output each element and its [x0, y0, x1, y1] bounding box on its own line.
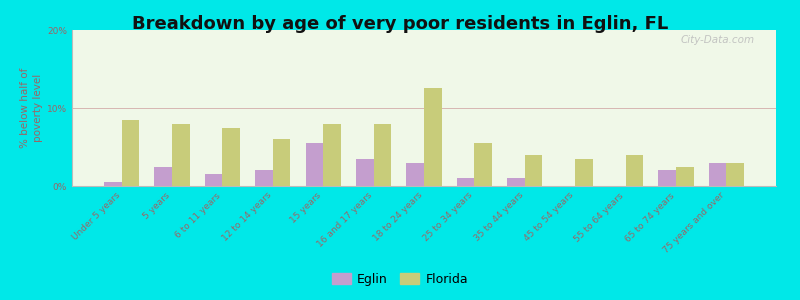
Y-axis label: % below half of
poverty level: % below half of poverty level — [20, 68, 43, 148]
Bar — [676, 167, 694, 186]
Bar — [709, 163, 726, 186]
Bar — [172, 124, 190, 186]
Bar — [457, 178, 474, 186]
Bar — [575, 159, 593, 186]
Bar — [154, 167, 172, 186]
Bar — [122, 120, 139, 186]
Bar — [374, 124, 391, 186]
Legend: Eglin, Florida: Eglin, Florida — [327, 268, 473, 291]
Bar — [273, 139, 290, 186]
Bar — [626, 155, 643, 186]
Bar — [205, 174, 222, 186]
Bar — [406, 163, 424, 186]
Bar — [525, 155, 542, 186]
Bar — [104, 182, 122, 186]
Bar — [306, 143, 323, 186]
Bar — [507, 178, 525, 186]
Bar — [323, 124, 341, 186]
Bar — [474, 143, 492, 186]
Bar — [222, 128, 240, 186]
Bar — [658, 170, 676, 186]
Bar — [424, 88, 442, 186]
Bar — [255, 170, 273, 186]
Bar — [356, 159, 374, 186]
Text: City-Data.com: City-Data.com — [681, 35, 755, 45]
Bar — [726, 163, 744, 186]
Text: Breakdown by age of very poor residents in Eglin, FL: Breakdown by age of very poor residents … — [132, 15, 668, 33]
